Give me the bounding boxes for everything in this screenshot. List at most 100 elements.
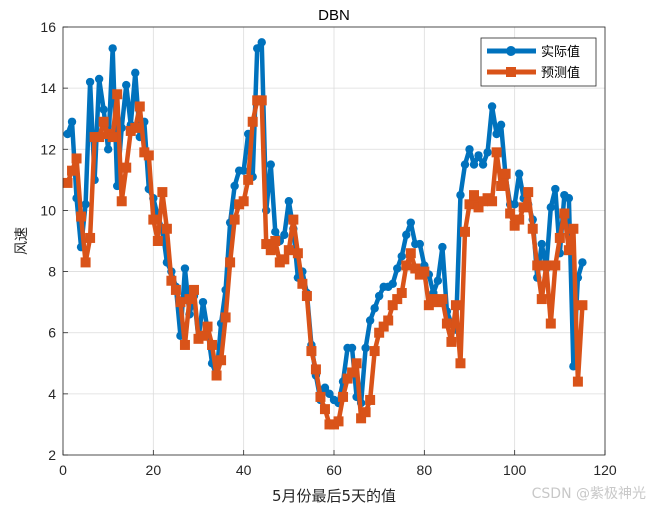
data-point: [266, 160, 275, 169]
data-point: [532, 260, 543, 271]
data-point: [370, 304, 379, 313]
data-point: [491, 147, 502, 158]
data-point: [487, 102, 497, 111]
x-tick-label: 0: [59, 462, 67, 478]
data-point: [112, 89, 123, 100]
data-point: [396, 287, 407, 298]
data-point: [578, 258, 587, 267]
data-point: [166, 275, 177, 286]
data-point: [256, 95, 267, 106]
watermark-text: CSDN @紫极神光: [531, 486, 646, 502]
y-tick-label: 8: [48, 264, 56, 280]
data-point: [143, 150, 154, 161]
data-point: [220, 312, 231, 323]
data-point: [551, 184, 560, 194]
data-point: [433, 276, 443, 285]
data-point: [387, 300, 398, 311]
data-point: [297, 278, 308, 289]
data-point: [216, 355, 227, 366]
legend-label-predicted: 预测值: [541, 65, 580, 81]
data-point: [423, 300, 434, 311]
data-point: [347, 343, 357, 353]
data-point: [243, 174, 254, 185]
data-point: [572, 376, 583, 387]
data-point: [152, 236, 163, 246]
data-point: [247, 116, 258, 127]
y-tick-label: 2: [48, 447, 56, 463]
data-point: [415, 239, 425, 249]
data-point: [85, 77, 95, 87]
data-point: [292, 248, 303, 259]
data-point: [365, 316, 375, 325]
tick-labels: 0 20 40 60 80 100 120 2 4 6 8 10 12 14 16: [40, 19, 616, 478]
data-point: [230, 181, 239, 191]
data-point: [76, 211, 87, 222]
data-point: [369, 346, 380, 357]
data-point: [284, 197, 294, 206]
x-tick-label: 80: [417, 462, 433, 478]
data-point: [265, 245, 276, 256]
data-point: [518, 202, 529, 213]
data-point: [361, 343, 370, 353]
data-point: [280, 230, 289, 240]
data-point: [450, 300, 461, 311]
data-point: [541, 260, 552, 271]
data-point: [510, 200, 519, 209]
data-point: [460, 160, 470, 169]
data-point: [188, 284, 199, 295]
data-point: [80, 257, 91, 268]
data-point: [94, 74, 104, 84]
x-tick-label: 120: [593, 462, 617, 478]
data-point: [496, 180, 507, 191]
legend: 实际值 预测值: [480, 37, 597, 87]
y-tick-label: 16: [40, 19, 56, 35]
data-point: [342, 373, 353, 384]
y-tick-label: 6: [48, 325, 56, 341]
data-point: [392, 294, 403, 305]
data-point: [487, 196, 498, 207]
data-point: [545, 318, 556, 329]
data-point: [261, 239, 272, 250]
data-point: [378, 321, 389, 332]
data-point: [271, 227, 280, 237]
data-point: [465, 145, 474, 154]
data-point: [333, 416, 344, 427]
legend-marker-predicted: [506, 67, 516, 77]
data-point: [492, 129, 501, 139]
x-tick-label: 100: [503, 462, 527, 478]
y-tick-label: 14: [40, 80, 56, 96]
data-point: [319, 404, 330, 415]
data-point: [568, 223, 579, 234]
chart-title: DBN: [318, 7, 350, 24]
y-tick-label: 4: [48, 386, 56, 402]
data-point: [397, 252, 406, 261]
data-point: [514, 169, 524, 178]
data-point: [225, 257, 236, 268]
data-point: [202, 321, 213, 332]
data-point: [325, 389, 334, 399]
data-point: [67, 117, 77, 126]
data-point: [184, 294, 195, 305]
data-point: [99, 105, 108, 114]
data-point: [546, 203, 555, 212]
data-point: [410, 263, 421, 274]
data-point: [207, 339, 218, 350]
data-point: [577, 300, 588, 311]
x-tick-label: 20: [146, 462, 162, 478]
data-point: [288, 214, 299, 225]
legend-label-actual: 实际值: [541, 44, 580, 60]
data-point: [198, 330, 209, 341]
data-point: [536, 294, 547, 305]
data-point: [347, 367, 358, 378]
series-group: [62, 38, 588, 430]
data-point: [85, 232, 96, 243]
data-point: [239, 166, 248, 175]
data-point: [437, 294, 448, 305]
data-point: [469, 190, 480, 201]
data-point: [81, 200, 90, 209]
data-point: [500, 168, 511, 179]
data-point: [402, 230, 411, 240]
data-point: [374, 327, 385, 338]
data-point: [170, 284, 181, 295]
